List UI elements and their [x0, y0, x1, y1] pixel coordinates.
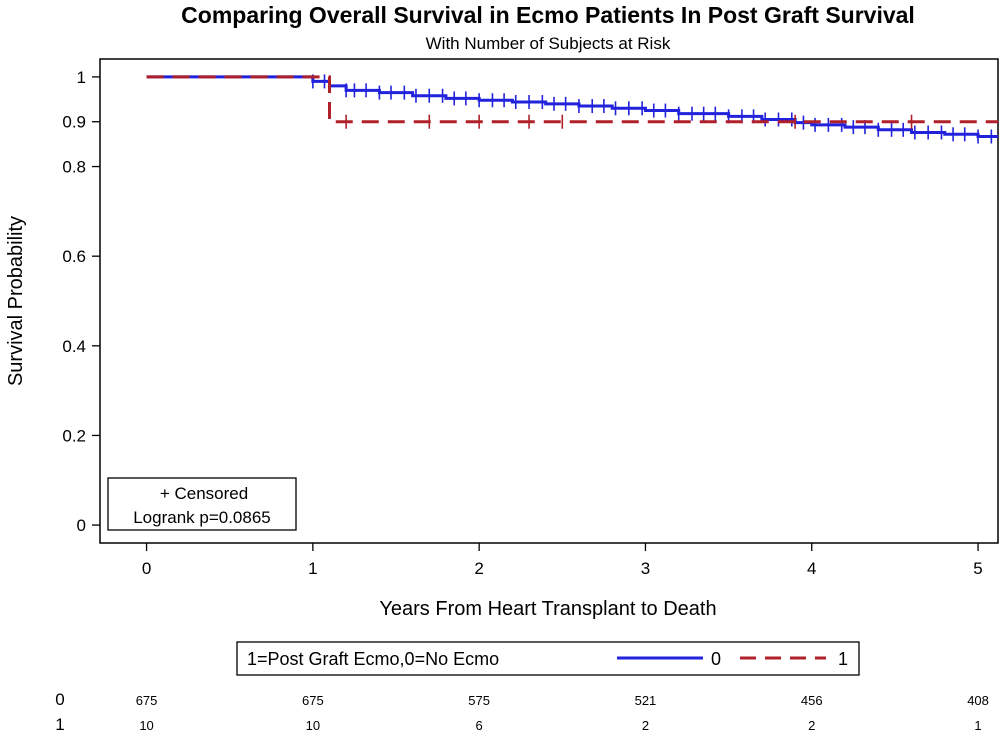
- at-risk-count-1-5: 1: [974, 718, 981, 733]
- legend-label-0: 0: [711, 649, 721, 669]
- at-risk-count-0-5: 408: [967, 693, 989, 708]
- series-0-curve: [146, 75, 998, 139]
- logrank-label: Logrank p=0.0865: [133, 508, 271, 527]
- legend-label-1: 1: [838, 649, 848, 669]
- series-1-curve: [146, 75, 998, 124]
- at-risk-count-0-2: 575: [468, 693, 490, 708]
- inset-box: + Censored Logrank p=0.0865: [107, 477, 297, 531]
- x-tick-label-1: 1: [308, 559, 317, 578]
- y-tick-label-4: 0.8: [62, 158, 86, 177]
- x-tick-label-4: 4: [807, 559, 816, 578]
- at-risk-count-1-0: 10: [139, 718, 153, 733]
- y-axis-label: Survival Probability: [5, 216, 27, 386]
- chart-subtitle: With Number of Subjects at Risk: [426, 34, 671, 53]
- y-tick-label-5: 0.9: [62, 113, 86, 132]
- legend: 1=Post Graft Ecmo,0=No Ecmo 0 1: [236, 641, 860, 676]
- at-risk-count-1-3: 2: [642, 718, 649, 733]
- x-tick-label-2: 2: [474, 559, 483, 578]
- x-tick-label-3: 3: [641, 559, 650, 578]
- at-risk-count-0-1: 675: [302, 693, 324, 708]
- y-tick-label-6: 1: [77, 68, 86, 87]
- chart-title: Comparing Overall Survival in Ecmo Patie…: [181, 2, 915, 28]
- y-tick-label-3: 0.6: [62, 247, 86, 266]
- y-tick-label-0: 0: [77, 516, 86, 535]
- y-tick-label-2: 0.4: [62, 337, 86, 356]
- x-axis-label: Years From Heart Transplant to Death: [379, 598, 716, 620]
- at-risk-count-0-4: 456: [801, 693, 823, 708]
- x-tick-label-0: 0: [142, 559, 151, 578]
- x-tick-label-5: 5: [973, 559, 982, 578]
- legend-title: 1=Post Graft Ecmo,0=No Ecmo: [247, 649, 499, 669]
- at-risk-count-0-0: 675: [136, 693, 158, 708]
- at-risk-group-label-0: 0: [55, 690, 64, 709]
- plot-frame: [99, 58, 999, 544]
- y-tick-label-1: 0.2: [62, 426, 86, 445]
- at-risk-group-label-1: 1: [55, 715, 64, 734]
- survival-curves: [146, 74, 998, 144]
- at-risk-table: 0 675 675 575 521 456 408 1 10 10 6 2 2 1: [55, 690, 989, 734]
- at-risk-count-0-3: 521: [635, 693, 657, 708]
- inset-box-frame: [107, 477, 297, 531]
- at-risk-count-1-4: 2: [808, 718, 815, 733]
- at-risk-count-1-2: 6: [476, 718, 483, 733]
- at-risk-count-1-1: 10: [306, 718, 320, 733]
- censored-label: + Censored: [160, 484, 248, 503]
- x-axis: 0 1 2 3 4 5: [142, 543, 983, 578]
- y-axis: 0 0.2 0.4 0.6 0.8 0.9 1: [62, 68, 100, 535]
